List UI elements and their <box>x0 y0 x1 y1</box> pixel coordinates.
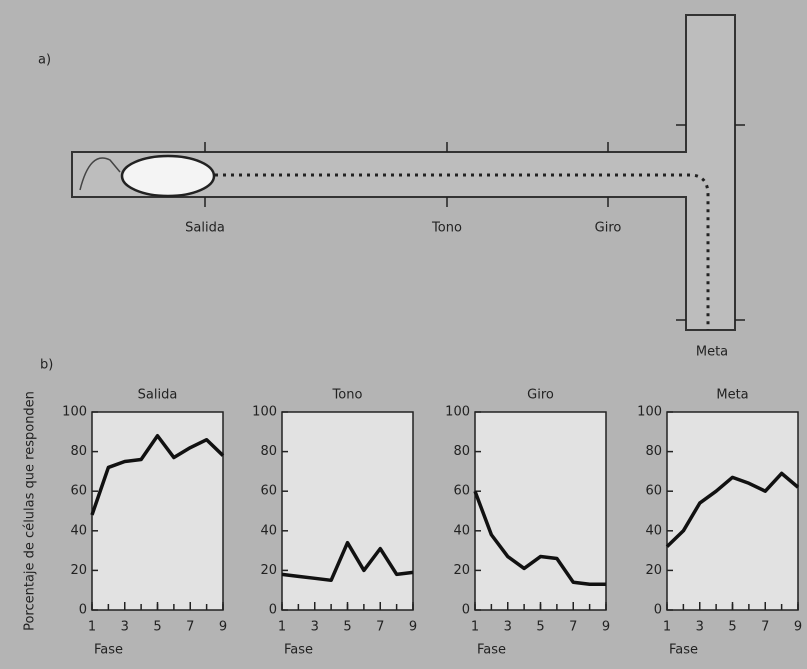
x-tick-label: 3 <box>696 620 704 635</box>
x-tick-label: 3 <box>311 620 319 635</box>
y-tick-label: 0 <box>462 603 470 618</box>
x-tick-label: 9 <box>602 620 610 635</box>
y-tick-label: 80 <box>645 444 662 459</box>
y-tick-label: 40 <box>645 523 662 538</box>
x-tick-label: 9 <box>409 620 417 635</box>
chart-title: Tono <box>332 388 363 403</box>
x-axis-label: Fase <box>669 643 698 658</box>
chart-title: Meta <box>716 388 748 403</box>
y-tick-label: 100 <box>252 405 277 420</box>
data-line <box>473 490 606 587</box>
x-tick-label: 7 <box>569 620 577 635</box>
data-line <box>665 471 800 548</box>
x-tick-label: 9 <box>219 620 227 635</box>
y-tick-label: 60 <box>645 484 662 499</box>
location-label: Giro <box>595 221 622 236</box>
maze: a) Salida Tono Giro Meta <box>38 14 745 360</box>
panel-label: b) <box>40 358 53 373</box>
x-tick-label: 7 <box>186 620 194 635</box>
y-tick-label: 80 <box>260 444 277 459</box>
location-label: Meta <box>696 345 728 360</box>
data-line <box>281 540 414 583</box>
x-tick-label: 3 <box>504 620 512 635</box>
x-axis-label: Fase <box>477 643 506 658</box>
y-tick-label: 60 <box>260 484 277 499</box>
x-tick-label: 1 <box>663 620 671 635</box>
panel-label: a) <box>38 53 51 68</box>
y-tick-label: 20 <box>70 563 87 578</box>
y-tick-label: 20 <box>645 563 662 578</box>
x-axis-label: Fase <box>94 643 123 658</box>
y-tick-label: 40 <box>453 523 470 538</box>
y-axis-label: Porcentaje de células que responden <box>23 391 38 631</box>
chart-title: Salida <box>138 388 178 403</box>
x-tick-label: 9 <box>794 620 802 635</box>
x-tick-label: 1 <box>278 620 286 635</box>
plot-area <box>666 411 799 611</box>
x-tick-label: 1 <box>471 620 479 635</box>
x-tick-label: 3 <box>121 620 129 635</box>
x-tick-label: 7 <box>761 620 769 635</box>
y-tick-label: 100 <box>62 405 87 420</box>
y-tick-label: 0 <box>79 603 87 618</box>
x-tick-label: 5 <box>728 620 736 635</box>
chart-title: Giro <box>527 388 554 403</box>
y-tick-label: 40 <box>260 523 277 538</box>
x-tick-label: 1 <box>88 620 96 635</box>
y-tick-label: 20 <box>453 563 470 578</box>
y-tick-label: 0 <box>269 603 277 618</box>
y-tick-label: 60 <box>453 484 470 499</box>
plot-area <box>281 411 414 611</box>
y-tick-label: 0 <box>654 603 662 618</box>
y-tick-label: 20 <box>260 563 277 578</box>
x-axis-label: Fase <box>284 643 313 658</box>
y-tick-label: 60 <box>70 484 87 499</box>
x-tick-label: 5 <box>536 620 544 635</box>
plot-area <box>474 411 607 611</box>
y-tick-label: 100 <box>637 405 662 420</box>
y-tick-label: 100 <box>445 405 470 420</box>
y-tick-label: 40 <box>70 523 87 538</box>
location-label: Salida <box>185 221 225 236</box>
data-line <box>90 434 225 516</box>
location-label: Tono <box>431 221 462 236</box>
x-tick-label: 5 <box>343 620 351 635</box>
tail <box>79 157 121 191</box>
maze-outline <box>71 14 736 331</box>
x-tick-label: 5 <box>153 620 161 635</box>
rat <box>120 154 216 198</box>
x-tick-label: 7 <box>376 620 384 635</box>
path <box>215 173 710 330</box>
y-tick-label: 80 <box>453 444 470 459</box>
y-tick-label: 80 <box>70 444 87 459</box>
